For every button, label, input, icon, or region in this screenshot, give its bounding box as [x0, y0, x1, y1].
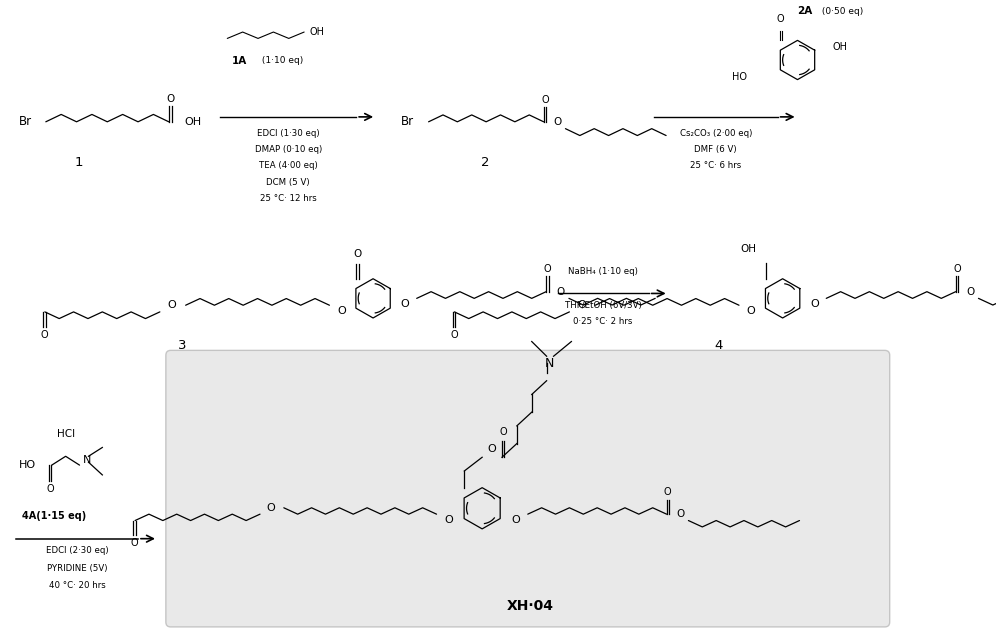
- Text: O: O: [953, 264, 961, 274]
- Text: O: O: [400, 299, 409, 309]
- Text: 25 °C· 6 hrs: 25 °C· 6 hrs: [690, 161, 741, 170]
- Text: O: O: [777, 14, 784, 24]
- Text: 40 °C· 20 hrs: 40 °C· 20 hrs: [49, 581, 105, 590]
- Text: O: O: [353, 249, 361, 259]
- Text: (1·10 eq): (1·10 eq): [259, 57, 303, 66]
- Text: O: O: [664, 487, 672, 497]
- Text: Br: Br: [401, 115, 414, 128]
- Text: Br: Br: [19, 115, 32, 128]
- Text: TEA (4·00 eq): TEA (4·00 eq): [259, 161, 318, 170]
- Text: OH: OH: [740, 244, 756, 255]
- Text: O: O: [810, 299, 819, 309]
- Text: O: O: [556, 286, 565, 297]
- Text: (0·50 eq): (0·50 eq): [819, 7, 864, 16]
- Text: O: O: [544, 264, 551, 274]
- Text: O: O: [966, 286, 974, 297]
- Text: O: O: [499, 427, 507, 437]
- Text: THF/EtOH (6V/3V): THF/EtOH (6V/3V): [565, 300, 642, 309]
- Text: 1A: 1A: [232, 56, 248, 66]
- Text: N: N: [83, 455, 92, 465]
- Text: HO: HO: [19, 460, 36, 470]
- Text: O: O: [553, 117, 562, 127]
- Text: O: O: [267, 503, 275, 513]
- Text: DMAP (0·10 eq): DMAP (0·10 eq): [255, 145, 322, 154]
- Text: O: O: [337, 306, 346, 316]
- Text: O: O: [450, 330, 458, 340]
- Text: 3: 3: [178, 339, 187, 352]
- Text: OH: OH: [309, 27, 324, 37]
- Text: O: O: [444, 515, 453, 525]
- Text: EDCl (2·30 eq): EDCl (2·30 eq): [46, 546, 108, 556]
- Text: O: O: [167, 300, 176, 310]
- Text: NaBH₄ (1·10 eq): NaBH₄ (1·10 eq): [568, 267, 638, 276]
- Text: 4: 4: [714, 339, 722, 352]
- Text: OH: OH: [832, 42, 847, 52]
- Text: DMF (6 V): DMF (6 V): [694, 145, 737, 154]
- Text: 1: 1: [74, 156, 83, 170]
- Text: O: O: [46, 484, 54, 494]
- Text: O: O: [577, 300, 586, 310]
- Text: HCl: HCl: [57, 429, 75, 439]
- Text: PYRIDINE (5V): PYRIDINE (5V): [47, 563, 107, 573]
- Text: N: N: [545, 357, 554, 369]
- Text: OH: OH: [184, 117, 201, 127]
- Text: 25 °C· 12 hrs: 25 °C· 12 hrs: [260, 194, 317, 203]
- Text: O: O: [488, 445, 496, 454]
- Text: HO: HO: [732, 71, 747, 82]
- Text: DCM (5 V): DCM (5 V): [266, 177, 310, 187]
- Text: EDCl (1·30 eq): EDCl (1·30 eq): [257, 129, 320, 138]
- Text: O: O: [676, 509, 685, 519]
- Text: O: O: [511, 515, 520, 525]
- Text: 2A: 2A: [798, 6, 813, 16]
- Text: O: O: [131, 538, 139, 547]
- Text: O: O: [747, 306, 755, 316]
- Text: 2: 2: [481, 156, 489, 170]
- Text: O: O: [541, 94, 549, 105]
- FancyBboxPatch shape: [166, 350, 890, 627]
- Text: 0·25 °C· 2 hrs: 0·25 °C· 2 hrs: [573, 317, 633, 326]
- Text: O: O: [166, 94, 174, 104]
- Text: O: O: [41, 330, 48, 340]
- Text: 4A(1·15 eq): 4A(1·15 eq): [22, 511, 86, 521]
- Text: XH·04: XH·04: [506, 599, 553, 613]
- Text: Cs₂CO₃ (2·00 eq): Cs₂CO₃ (2·00 eq): [680, 129, 752, 138]
